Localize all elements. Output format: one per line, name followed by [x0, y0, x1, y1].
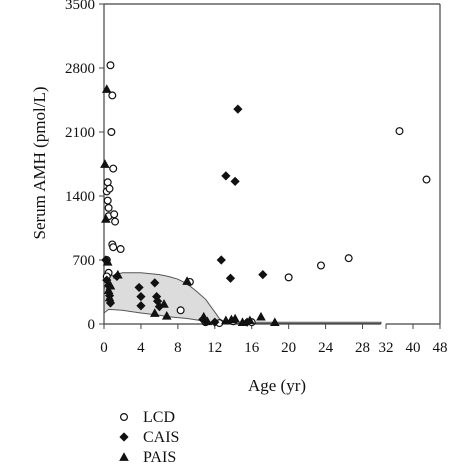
x-tick-label: 8: [174, 340, 182, 356]
lcd-point: [116, 245, 125, 254]
y-tick-label: 700: [73, 253, 96, 269]
lcd-point: [104, 203, 113, 212]
pais-point: [101, 214, 111, 223]
reference-band-layer: [103, 272, 382, 324]
x-tick-label: 20: [281, 340, 296, 356]
lcd-point: [103, 196, 112, 205]
lcd-point: [316, 261, 325, 270]
cais-point: [210, 317, 220, 327]
lcd-point: [422, 175, 431, 184]
y-tick-label: 3500: [65, 0, 95, 13]
cais-point: [225, 273, 236, 283]
y-tick-label: 2100: [65, 125, 95, 141]
y-tick-label: 0: [88, 317, 96, 333]
x-tick-label: 48: [433, 340, 448, 356]
x-tick-label: 24: [318, 340, 334, 356]
x-tick-label: 32: [379, 340, 394, 356]
lcd-point: [284, 273, 293, 282]
legend-marker-cais: [119, 432, 129, 442]
pais-point: [113, 269, 123, 279]
pais-point: [104, 292, 115, 302]
cais-point: [102, 275, 112, 285]
lcd-point: [110, 210, 119, 219]
lcd-point: [103, 178, 112, 187]
x-tick-label: 40: [406, 340, 421, 356]
pais-point: [237, 317, 248, 327]
pais-point: [182, 276, 192, 285]
x-tick-label: 28: [355, 340, 370, 356]
pais-point: [198, 311, 209, 321]
cais-point: [136, 301, 146, 311]
pais-point: [103, 285, 114, 295]
cais-point: [216, 255, 226, 265]
cais-point: [136, 291, 146, 302]
x-axis-title: Age (yr): [248, 376, 306, 395]
pais-point: [102, 257, 113, 266]
data-points: [100, 61, 431, 328]
lcd-point: [105, 184, 114, 193]
pais-point: [105, 280, 116, 290]
cais-point: [154, 302, 164, 312]
lcd-point: [109, 243, 118, 252]
legend-label-cais: CAIS: [143, 429, 179, 446]
pais-point: [100, 159, 110, 168]
pais-point: [159, 299, 169, 308]
x-tick-label: 0: [100, 340, 108, 356]
y-tick-label: 1400: [65, 189, 95, 205]
pais-point: [202, 316, 213, 326]
legend-marker-pais: [119, 452, 129, 461]
cais-point: [258, 270, 268, 280]
pais-point: [149, 308, 160, 317]
x-tick-label: 4: [137, 340, 145, 356]
pais-point: [161, 310, 172, 320]
series-cais: [101, 104, 268, 327]
legend-marker-lcd: [119, 413, 128, 422]
cais-point: [221, 171, 231, 181]
pais-point: [270, 317, 280, 327]
legend: LCD CAIS PAIS: [119, 409, 179, 466]
lcd-point: [109, 164, 118, 173]
cais-point: [134, 282, 144, 293]
cais-point: [150, 278, 160, 288]
lcd-point: [176, 306, 185, 315]
legend-label-pais: PAIS: [143, 449, 176, 466]
y-tick-label: 2800: [65, 61, 95, 77]
legend-label-lcd: LCD: [143, 409, 175, 426]
x-tick-label: 12: [207, 340, 222, 356]
pais-point: [230, 313, 240, 323]
pais-point: [245, 315, 255, 325]
lcd-point: [395, 127, 404, 136]
lcd-point: [108, 91, 117, 100]
pais-point: [256, 311, 266, 321]
lcd-point: [106, 61, 115, 70]
lcd-point: [107, 128, 116, 137]
x-tick-label: 16: [244, 340, 260, 356]
cais-point: [152, 296, 163, 306]
lcd-point: [111, 217, 120, 226]
series-pais: [100, 84, 280, 327]
cais-point: [233, 104, 243, 114]
cais-point: [230, 176, 240, 186]
reference-range-band: [103, 272, 382, 324]
lcd-point: [344, 254, 353, 263]
y-axis-title: Serum AMH (pmol/L): [30, 87, 49, 240]
pais-point: [101, 84, 112, 93]
